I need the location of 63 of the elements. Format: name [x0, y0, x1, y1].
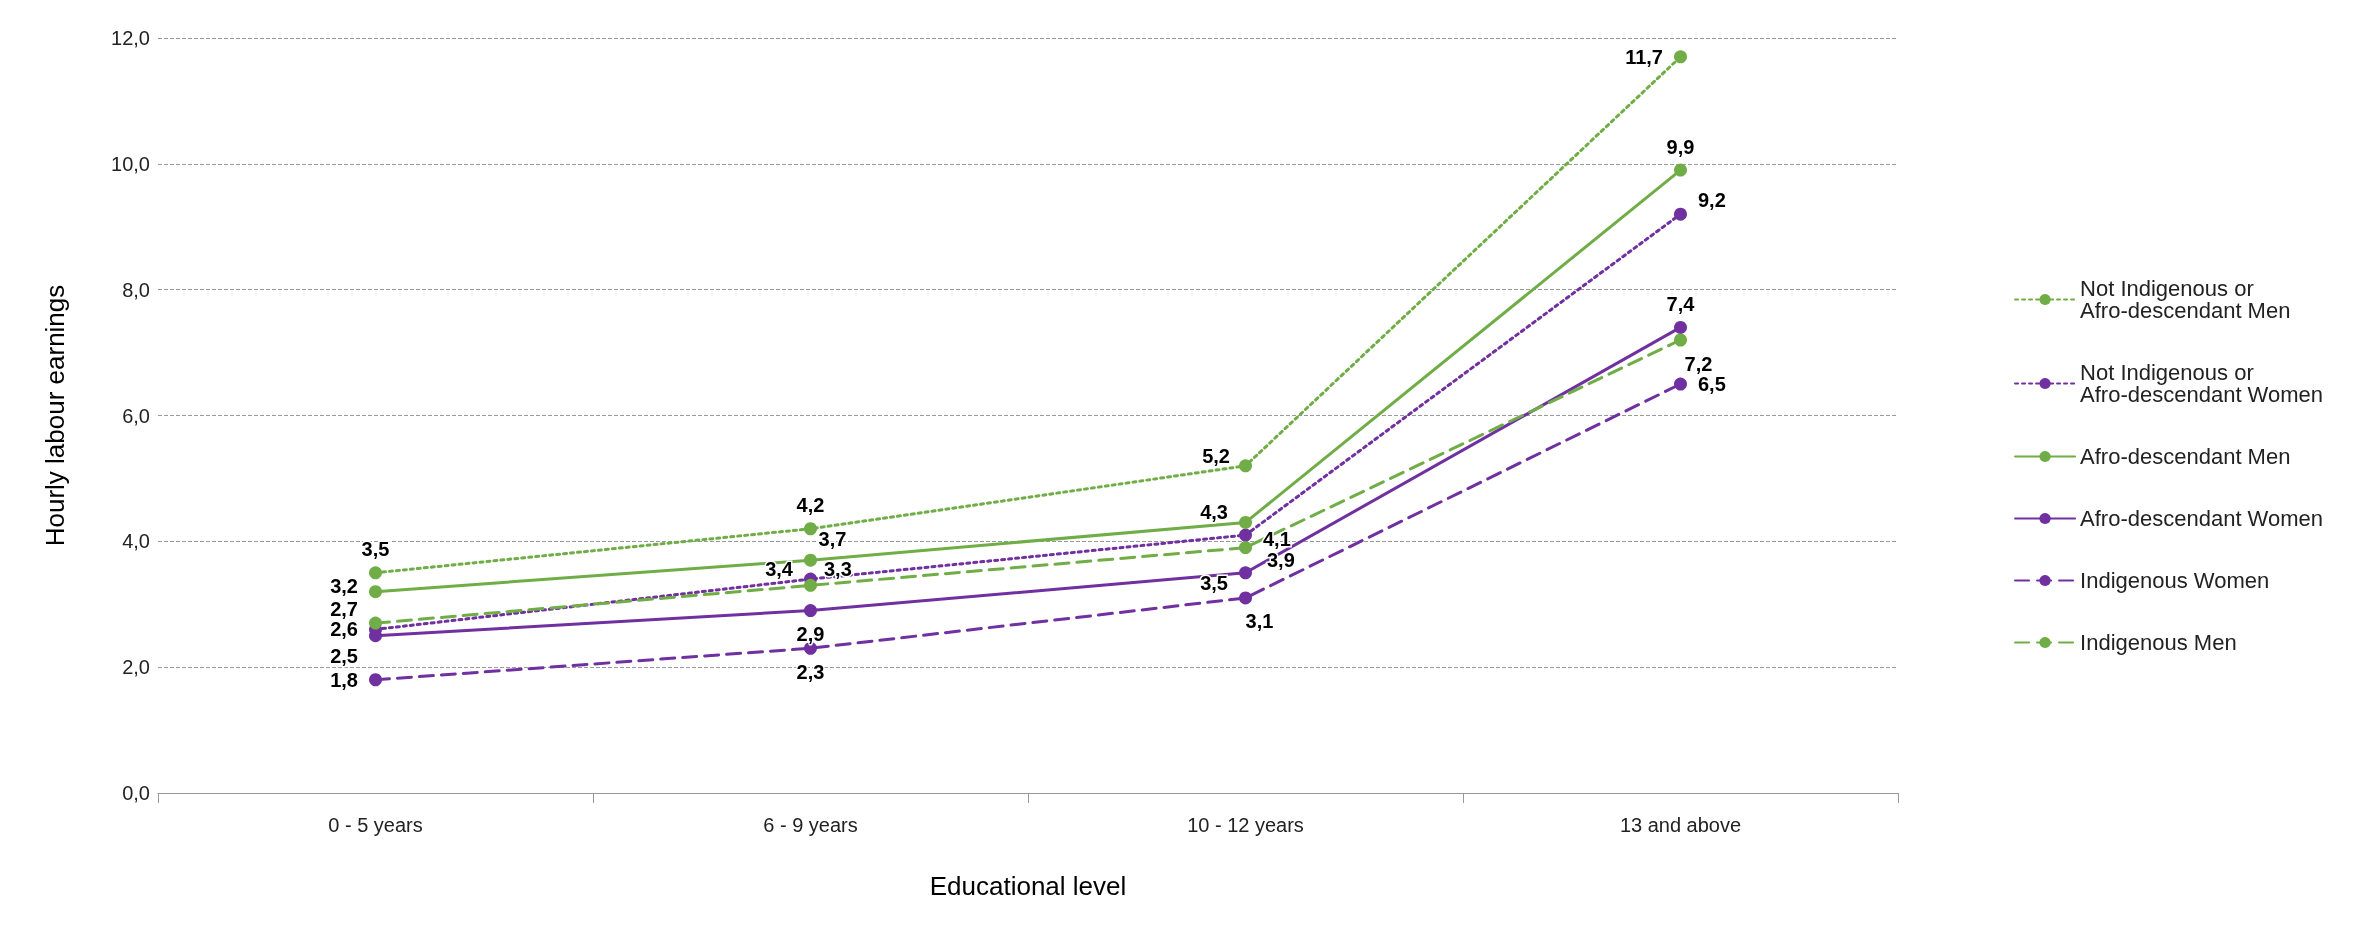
point — [369, 616, 382, 630]
point — [1674, 333, 1687, 347]
legend-label: Afro-descendant Women — [2080, 506, 2324, 531]
point — [369, 585, 382, 599]
point — [369, 673, 382, 687]
data-label: 3,7 — [818, 527, 847, 550]
x-axis-title: Educational level — [929, 871, 1127, 901]
point — [1239, 459, 1252, 473]
point — [1674, 377, 1687, 391]
y-axis-title: Hourly labour earnings — [40, 284, 70, 547]
data-label: 1,8 — [330, 668, 358, 691]
point — [369, 566, 382, 580]
data-label: 7,2 — [1684, 352, 1713, 375]
point — [1674, 207, 1687, 221]
data-label: 3,2 — [330, 574, 358, 597]
point — [804, 553, 817, 567]
data-label: 9,2 — [1698, 189, 1726, 212]
x-tick-label: 13 and above — [1619, 814, 1742, 836]
data-label: 5,2 — [1202, 444, 1230, 467]
x-tick-label: 10 - 12 years — [1187, 814, 1304, 836]
legend-label: Not Indigenous or Afro-descendant Women — [2080, 360, 2324, 407]
point — [1239, 515, 1252, 529]
legend-label: Indigenous Women — [2080, 568, 2270, 593]
point — [1239, 541, 1252, 555]
data-label: 2,9 — [796, 623, 825, 646]
data-label: 3,5 — [1200, 571, 1228, 594]
data-label: 11,7 — [1625, 45, 1663, 68]
data-label: 3,9 — [1267, 548, 1295, 571]
data-label: 3,5 — [361, 538, 390, 561]
y-tick-label: 10,0 — [111, 152, 150, 175]
point — [1239, 528, 1252, 542]
point — [1674, 50, 1687, 64]
x-tick-label: 6 - 9 years — [763, 814, 858, 836]
data-label: 6,5 — [1698, 373, 1726, 396]
data-label: 3,3 — [824, 558, 852, 581]
data-label: 4,2 — [796, 494, 825, 517]
y-tick-label: 6,0 — [122, 404, 150, 427]
legend-label: Not Indigenous or Afro-descendant Men — [2080, 276, 2291, 323]
point — [1239, 591, 1252, 605]
y-tick-label: 2,0 — [122, 656, 150, 679]
point — [804, 578, 817, 592]
data-label: 3,4 — [765, 558, 794, 581]
data-label: 4,3 — [1200, 501, 1228, 524]
data-label: 3,1 — [1245, 610, 1274, 633]
data-label: 2,6 — [330, 618, 358, 641]
point — [804, 604, 817, 618]
data-label: 2,3 — [796, 660, 825, 683]
data-label: 2,5 — [330, 644, 358, 667]
data-label: 7,4 — [1666, 292, 1696, 315]
x-tick-label: 0 - 5 years — [328, 814, 423, 836]
point — [1674, 320, 1687, 334]
legend-label: Indigenous Men — [2080, 630, 2237, 655]
y-tick-label: 12,0 — [111, 27, 150, 49]
legend-label: Afro-descendant Men — [2080, 444, 2291, 469]
data-label: 2,7 — [330, 598, 358, 621]
data-label: 9,9 — [1666, 135, 1695, 158]
y-tick-label: 0,0 — [122, 782, 150, 804]
y-tick-label: 4,0 — [122, 530, 150, 553]
y-tick-label: 8,0 — [122, 278, 150, 301]
point — [804, 522, 817, 536]
data-label: 4,1 — [1263, 528, 1291, 551]
point — [1239, 566, 1252, 580]
point — [1674, 163, 1687, 177]
